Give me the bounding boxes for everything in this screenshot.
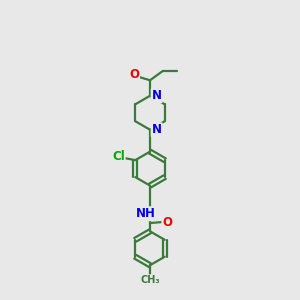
Text: O: O	[162, 215, 172, 229]
Text: Cl: Cl	[112, 150, 125, 163]
Text: N: N	[152, 89, 162, 102]
Text: O: O	[129, 68, 139, 81]
Text: N: N	[152, 123, 162, 136]
Text: NH: NH	[136, 207, 156, 220]
Text: CH₃: CH₃	[140, 275, 160, 285]
